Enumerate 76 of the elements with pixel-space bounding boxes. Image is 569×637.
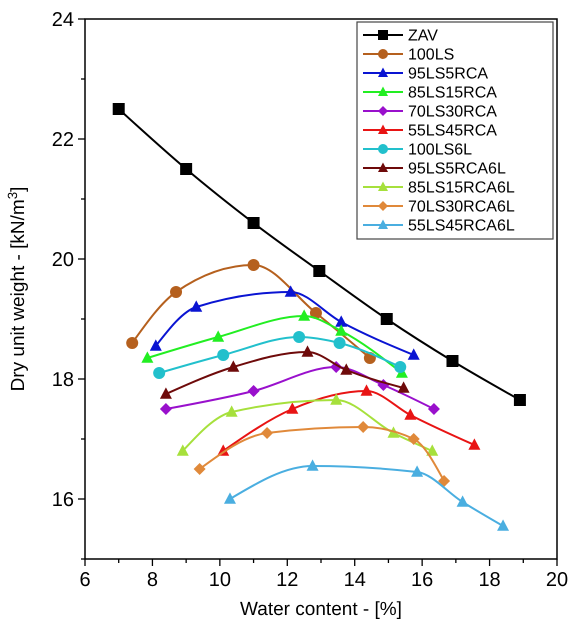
point [310,307,322,319]
point [217,349,230,361]
point [226,405,238,417]
point [411,465,424,477]
x-tick-label: 20 [546,569,568,591]
point [497,519,510,531]
point [248,385,260,397]
y-tick-label: 22 [52,129,74,151]
point [170,286,182,298]
x-tick-label: 14 [344,569,366,591]
x-tick-label: 10 [208,569,231,591]
y-tick-label: 24 [52,9,74,31]
point [408,348,420,360]
point [394,361,406,373]
y-tick-label: 16 [52,489,74,511]
point [293,331,306,343]
legend-label: ZAV [408,28,438,45]
point [160,403,172,415]
legend-label: 100LS6L [408,142,472,159]
point [468,438,480,450]
point [227,360,240,372]
point [298,309,310,321]
legend-label: 70LS30RCA [408,104,498,121]
point [141,351,154,363]
legend-label: 55LS45RCA [408,122,498,140]
point [194,463,206,475]
x-tick-label: 6 [79,569,91,591]
legend-label: 85LS15RCA6L [408,180,515,197]
point [446,355,458,367]
point [408,433,420,445]
point [334,337,346,349]
point [380,313,393,325]
point [428,403,440,415]
point [126,337,138,349]
legend-label: 95LS5RCA6L [408,160,506,178]
point [357,421,370,433]
point [248,217,260,229]
point [212,330,224,342]
point [248,259,260,271]
point [160,387,172,399]
point [150,339,162,351]
x-tick-label: 12 [276,569,298,591]
legend-label: 70LS30RCA6L [408,198,515,216]
legend-label: 100LS [408,46,454,64]
point [438,475,450,487]
x-axis-title: Water content - [%] [240,599,402,620]
x-tick-label: 8 [146,569,158,591]
point [180,163,192,175]
point [404,408,416,420]
x-tick-label: 18 [478,569,501,591]
point [398,381,410,393]
point [360,384,373,396]
point [426,444,438,456]
point [456,495,469,507]
point [335,315,348,327]
legend-label: 85LS15RCA [408,84,498,102]
y-tick-label: 18 [52,369,74,391]
point [112,103,125,115]
point [302,345,314,357]
point [176,444,189,456]
point [190,300,202,312]
legend-label: 55LS45RCA6L [408,218,515,235]
point [224,492,236,504]
point [284,285,297,297]
point [286,402,298,414]
point [153,367,166,379]
point [261,427,274,439]
legend-label: 95LS5RCA [408,66,488,83]
point [330,393,342,405]
point [313,265,326,277]
point [514,394,526,406]
y-tick-label: 20 [52,249,74,271]
point [335,324,348,336]
point [340,363,352,375]
x-tick-label: 16 [411,569,434,591]
point [306,459,319,471]
